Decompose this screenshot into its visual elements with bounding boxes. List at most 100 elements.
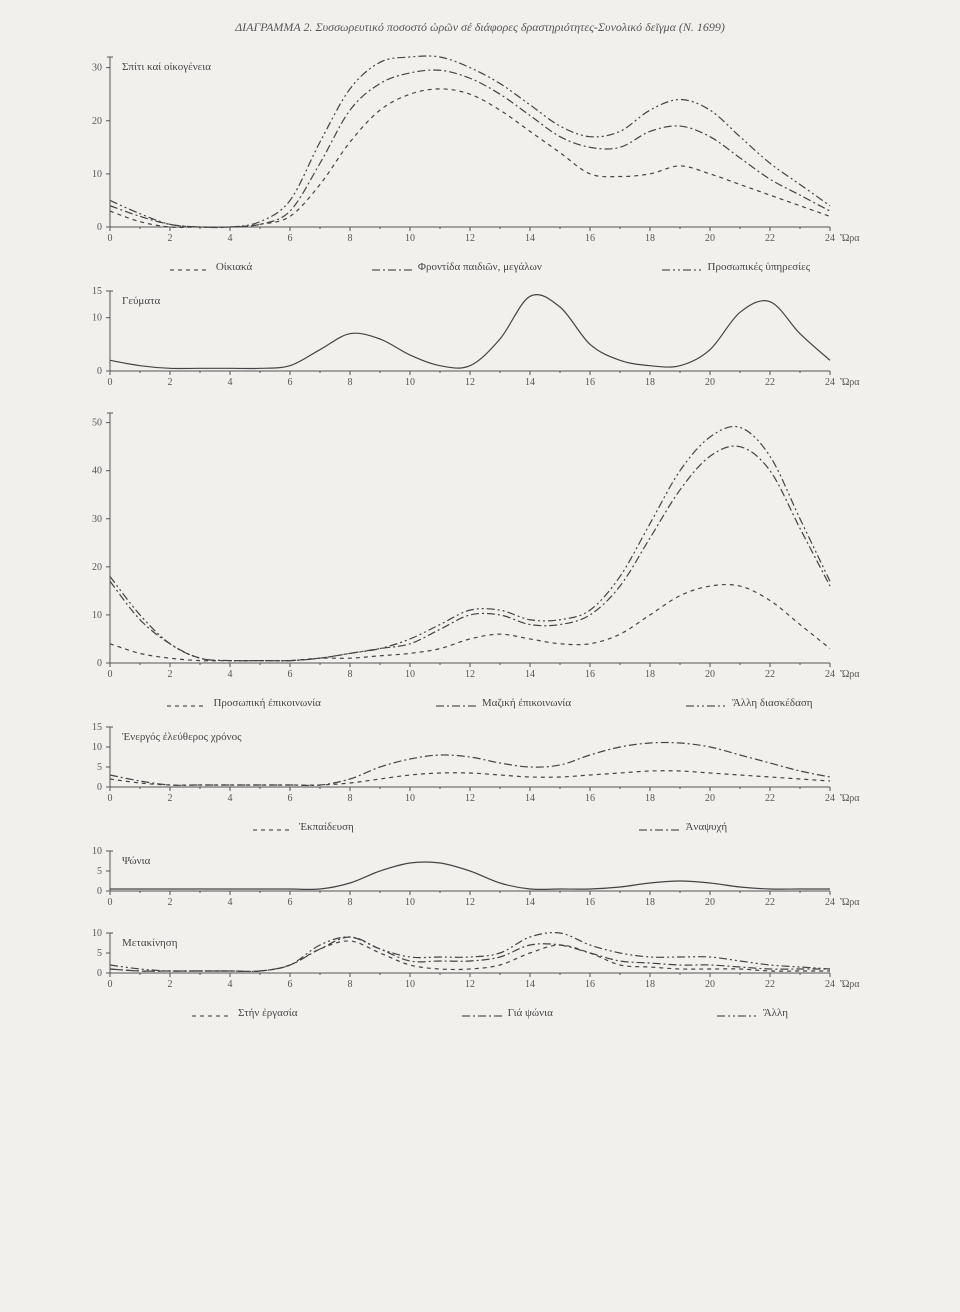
chart4-title: Ἐνεργός ἐλεύθερος χρόνος xyxy=(122,731,241,743)
chart5-svg: 0510024681012141618202224Ὥρα xyxy=(60,843,880,913)
series-mass-communication xyxy=(110,446,830,661)
x-tick-label: 18 xyxy=(645,233,655,244)
legend-label: Ἀναψυχή xyxy=(685,821,727,833)
legend-item: Στήν ἐργασία xyxy=(192,1007,298,1019)
chart4: Ἐνεργός ἐλεύθερος χρόνος0510150246810121… xyxy=(60,719,900,809)
x-tick-label: 14 xyxy=(525,233,535,244)
chart1-svg: 0102030024681012141618202224Ὥρα xyxy=(60,49,880,249)
legend-item: Ἄλλη xyxy=(717,1007,788,1019)
x-tick-label: 24 xyxy=(825,669,835,680)
series-to-work xyxy=(110,941,830,972)
legend-item: Γιά ψώνια xyxy=(462,1007,553,1019)
charts-container: Σπίτι καί οἰκογένεια01020300246810121416… xyxy=(60,49,900,1019)
x-tick-label: 10 xyxy=(405,377,415,388)
legend-item: Οἰκιακά xyxy=(170,261,252,273)
x-tick-label: 10 xyxy=(405,979,415,990)
y-tick-label: 0 xyxy=(97,222,102,233)
x-tick-label: 16 xyxy=(585,669,595,680)
series-personal-services xyxy=(110,56,830,228)
x-tick-label: 4 xyxy=(228,377,233,388)
y-tick-label: 30 xyxy=(92,63,102,74)
y-tick-label: 0 xyxy=(97,886,102,897)
legend-label: Ἄλλη διασκέδαση xyxy=(732,697,812,709)
x-axis-label: Ὥρα xyxy=(840,793,860,804)
x-tick-label: 12 xyxy=(465,897,475,908)
series-meals xyxy=(110,295,830,369)
x-tick-label: 6 xyxy=(288,793,293,804)
x-tick-label: 6 xyxy=(288,233,293,244)
x-axis-label: Ὥρα xyxy=(840,669,860,680)
x-tick-label: 4 xyxy=(228,793,233,804)
y-tick-label: 20 xyxy=(92,116,102,127)
x-tick-label: 16 xyxy=(585,979,595,990)
x-axis-label: Ὥρα xyxy=(840,979,860,990)
chart3-svg: 01020304050024681012141618202224Ὥρα xyxy=(60,405,880,685)
x-tick-label: 16 xyxy=(585,793,595,804)
x-tick-label: 18 xyxy=(645,979,655,990)
x-tick-label: 6 xyxy=(288,669,293,680)
legend-label: Προσωπική ἐπικοινωνία xyxy=(213,697,320,709)
x-tick-label: 22 xyxy=(765,979,775,990)
legend-label: Φροντίδα παιδιῶν, μεγάλων xyxy=(418,261,542,273)
series-for-shopping xyxy=(110,937,830,971)
y-tick-label: 0 xyxy=(97,968,102,979)
chart2-svg: 01015024681012141618202224Ὥρα xyxy=(60,283,880,393)
legend-label: Ἐκπαίδευση xyxy=(299,821,354,833)
x-tick-label: 24 xyxy=(825,897,835,908)
x-axis-label: Ὥρα xyxy=(840,897,860,908)
x-tick-label: 6 xyxy=(288,979,293,990)
chart5: Ψώνια0510024681012141618202224Ὥρα xyxy=(60,843,900,913)
y-tick-label: 0 xyxy=(97,782,102,793)
chart2: Γεύματα01015024681012141618202224Ὥρα xyxy=(60,283,900,393)
x-tick-label: 14 xyxy=(525,377,535,388)
page: ΔΙΑΓΡΑΜΜΑ 2. Συσσωρευτικό ποσοστό ὡρῶν σ… xyxy=(0,0,960,1312)
x-axis-label: Ὥρα xyxy=(840,233,860,244)
x-tick-label: 2 xyxy=(168,793,173,804)
x-tick-label: 0 xyxy=(108,793,113,804)
x-tick-label: 18 xyxy=(645,793,655,804)
chart6-svg: 0510024681012141618202224Ὥρα xyxy=(60,925,880,995)
legend-item: Ἀναψυχή xyxy=(639,821,727,833)
x-tick-label: 4 xyxy=(228,979,233,990)
y-tick-label: 30 xyxy=(92,514,102,525)
x-tick-label: 0 xyxy=(108,669,113,680)
x-tick-label: 12 xyxy=(465,979,475,990)
x-tick-label: 20 xyxy=(705,793,715,804)
x-tick-label: 16 xyxy=(585,233,595,244)
x-tick-label: 0 xyxy=(108,233,113,244)
x-tick-label: 0 xyxy=(108,979,113,990)
x-tick-label: 24 xyxy=(825,233,835,244)
x-tick-label: 18 xyxy=(645,669,655,680)
chart3-legend: Προσωπική ἐπικοινωνία Μαζική ἐπικοινωνία Ἄ… xyxy=(110,697,870,709)
legend-label: Γιά ψώνια xyxy=(508,1007,553,1019)
chart5-title: Ψώνια xyxy=(122,855,150,867)
y-tick-label: 10 xyxy=(92,928,102,939)
x-tick-label: 8 xyxy=(348,669,353,680)
x-tick-label: 8 xyxy=(348,897,353,908)
x-tick-label: 2 xyxy=(168,979,173,990)
legend-item: Μαζική ἐπικοινωνία xyxy=(436,697,571,709)
x-tick-label: 14 xyxy=(525,793,535,804)
x-tick-label: 6 xyxy=(288,377,293,388)
x-tick-label: 10 xyxy=(405,897,415,908)
x-tick-label: 4 xyxy=(228,233,233,244)
x-tick-label: 12 xyxy=(465,233,475,244)
legend-item: Προσωπική ἐπικοινωνία xyxy=(167,697,320,709)
y-tick-label: 15 xyxy=(92,286,102,297)
legend-item: Ἄλλη διασκέδαση xyxy=(686,697,812,709)
x-tick-label: 2 xyxy=(168,669,173,680)
chart2-title: Γεύματα xyxy=(122,295,160,307)
x-tick-label: 6 xyxy=(288,897,293,908)
x-tick-label: 0 xyxy=(108,897,113,908)
y-tick-label: 5 xyxy=(97,948,102,959)
y-tick-label: 10 xyxy=(92,313,102,324)
chart1: Σπίτι καί οἰκογένεια01020300246810121416… xyxy=(60,49,900,249)
x-tick-label: 22 xyxy=(765,793,775,804)
x-tick-label: 0 xyxy=(108,377,113,388)
y-tick-label: 15 xyxy=(92,722,102,733)
x-tick-label: 10 xyxy=(405,233,415,244)
x-tick-label: 22 xyxy=(765,233,775,244)
series-recreation xyxy=(110,742,830,785)
x-tick-label: 20 xyxy=(705,669,715,680)
x-tick-label: 20 xyxy=(705,897,715,908)
